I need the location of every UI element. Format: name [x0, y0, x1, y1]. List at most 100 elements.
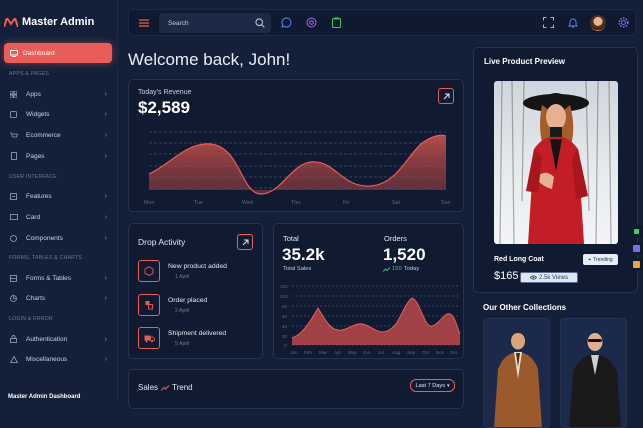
activity-item[interactable]: Shipment delivered 5 April: [138, 327, 258, 351]
order-icon: [138, 294, 160, 316]
search-input[interactable]: Search: [159, 13, 271, 33]
page-icon: [9, 152, 18, 161]
gear-icon[interactable]: [618, 17, 629, 28]
sidebar-item-label: Miscellaneous: [26, 355, 68, 363]
range-value: Last 7 Days: [415, 382, 446, 389]
revenue-card: Today's Revenue $2,589 Mon Tue Wed Thu F…: [128, 79, 464, 212]
sidebar-item-charts[interactable]: Charts ›: [9, 291, 109, 305]
chevron-right-icon: ›: [104, 131, 107, 139]
chevron-right-icon: ›: [104, 274, 107, 282]
activity-item[interactable]: New product added 1 April: [138, 260, 258, 284]
x-tick: Sun: [441, 200, 450, 206]
sidebar-item-components[interactable]: Components ›: [9, 231, 109, 245]
activity-item[interactable]: Order placed 2 April: [138, 294, 258, 318]
collection-item[interactable]: [560, 318, 627, 428]
sidebar-item-label: Forms & Tables: [26, 274, 72, 282]
revenue-chart: Mon Tue Wed Thu Fri Sat Sun: [144, 131, 450, 206]
section-label: LOGIN & ERROR: [9, 316, 53, 322]
sidebar-item-miscellaneous[interactable]: Miscellaneous ›: [9, 352, 109, 366]
sidebar-item-apps[interactable]: Apps ›: [9, 87, 109, 101]
trending-label: Trending: [593, 256, 613, 263]
sidebar-item-label: Pages: [26, 152, 45, 160]
sales-orders-card: Total 35.2k Total Sales Orders 1,520 150…: [273, 223, 464, 359]
features-icon: [9, 192, 18, 201]
trend-label: Trend: [172, 383, 193, 392]
section-label: APPS & PAGES: [9, 71, 50, 77]
sidebar-footer: Master Admin Dashboard: [8, 394, 81, 400]
revenue-label: Today's Revenue: [138, 89, 192, 96]
sidebar-item-forms-tables[interactable]: Forms & Tables ›: [9, 271, 109, 285]
chevron-right-icon: ›: [104, 355, 107, 363]
sidebar-item-authentication[interactable]: Authentication ›: [9, 332, 109, 346]
views-badge: 2.5k Views: [520, 272, 578, 283]
x-tick: Tue: [194, 200, 203, 206]
menu-icon[interactable]: [139, 19, 149, 27]
sidebar-item-label: Dashboard: [23, 49, 55, 57]
x-tick: Aug: [392, 350, 401, 355]
expand-button[interactable]: [237, 234, 253, 250]
chevron-right-icon: ›: [104, 213, 107, 221]
edge-tool-button[interactable]: [630, 258, 643, 271]
user-avatar[interactable]: [590, 15, 606, 31]
x-tick: May: [348, 350, 357, 355]
product-photo-illustration: [499, 81, 612, 244]
search-icon[interactable]: [255, 18, 265, 28]
chevron-right-icon: ›: [104, 294, 107, 302]
chevron-right-icon: ›: [104, 335, 107, 343]
revenue-area: [149, 135, 446, 194]
sidebar-item-widgets[interactable]: Widgets ›: [9, 107, 109, 121]
x-tick: Sat: [392, 200, 400, 206]
bell-icon[interactable]: [568, 17, 578, 28]
sidebar-item-card[interactable]: Card ›: [9, 210, 109, 224]
revenue-value: $2,589: [138, 98, 190, 117]
product-name: Red Long Coat: [494, 256, 544, 263]
pie-chart-icon: [9, 294, 18, 303]
sidebar-item-label: Ecommerce: [26, 131, 61, 139]
monitor-icon: [10, 49, 18, 57]
edge-tool-button[interactable]: [630, 225, 643, 238]
sidebar-item-label: Authentication: [26, 335, 68, 343]
product-image[interactable]: [494, 81, 618, 244]
sidebar-item-label: Charts: [26, 294, 46, 302]
y-tick: 100: [280, 294, 288, 299]
sidebar-item-label: Widgets: [26, 110, 50, 118]
activity-title: Drop Activity: [138, 237, 186, 247]
collections-title: Our Other Collections: [483, 303, 567, 312]
chevron-right-icon: ›: [104, 90, 107, 98]
purple-square-icon: [633, 245, 640, 252]
orders-change: 150 Today: [383, 266, 419, 272]
y-tick: 60: [282, 314, 288, 319]
form-icon: [9, 274, 18, 283]
fullscreen-icon[interactable]: [543, 17, 554, 28]
sidebar-item-ecommerce[interactable]: Ecommerce ›: [9, 128, 109, 142]
card-icon: [9, 213, 18, 222]
activity-date: 1 April: [175, 274, 190, 280]
y-tick: 20: [282, 334, 288, 339]
x-tick: Oct: [422, 350, 430, 355]
expand-button[interactable]: [438, 88, 454, 104]
orange-square-icon: [633, 261, 640, 268]
search-placeholder: Search: [168, 19, 189, 27]
sidebar-item-pages[interactable]: Pages ›: [9, 149, 109, 163]
topbar: Search: [128, 9, 636, 36]
sidebar-item-dashboard[interactable]: Dashboard: [4, 43, 112, 63]
clipboard-icon[interactable]: [332, 17, 341, 28]
app-logo[interactable]: Master Admin: [0, 0, 117, 32]
collection-photo: [569, 331, 621, 427]
sidebar-item-label: Features: [26, 192, 52, 200]
total-sub: Total Sales: [283, 266, 312, 272]
x-tick: Jun: [363, 350, 371, 355]
chevron-right-icon: ›: [104, 192, 107, 200]
collection-item[interactable]: [483, 318, 550, 428]
edge-tool-button[interactable]: [630, 242, 643, 255]
sales-line: [291, 297, 461, 339]
x-tick: Sep: [407, 350, 416, 355]
sidebar-item-features[interactable]: Features ›: [9, 189, 109, 203]
collection-photo: [494, 332, 542, 427]
chat-icon[interactable]: [281, 17, 292, 28]
range-dropdown[interactable]: Last 7 Days ▾: [410, 379, 455, 392]
product-price: $165: [494, 270, 519, 282]
chevron-right-icon: ›: [104, 234, 107, 242]
x-tick: Apr: [334, 350, 342, 355]
at-sign-icon[interactable]: [306, 17, 317, 28]
